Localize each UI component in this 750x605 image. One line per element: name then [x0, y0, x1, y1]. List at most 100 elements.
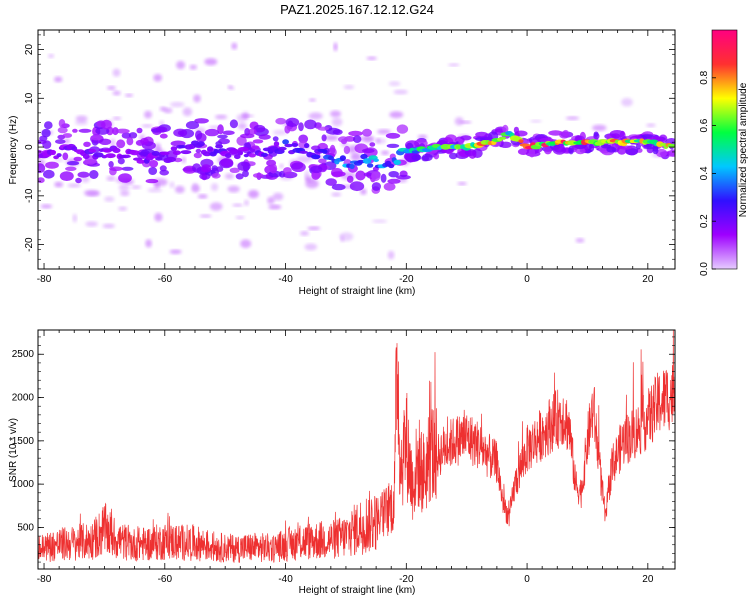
- spectrogram-ridge-point: [56, 153, 62, 158]
- spectrogram-ridge-point: [278, 146, 287, 151]
- spectrogram-ridge-point: [518, 139, 524, 144]
- spectrogram-cloud-blob: [77, 171, 90, 178]
- spectrogram-noise-blob: [182, 107, 193, 117]
- spectrogram-cloud-blob: [204, 128, 220, 137]
- spectrogram-noise-blob: [124, 93, 134, 97]
- colorbar: 0.0 0.2 0.4 0.6 0.8 Normalized spectral ampl…: [699, 29, 749, 276]
- spectrogram-cloud-blob: [310, 165, 323, 174]
- spectrogram-cloud-blob: [194, 118, 209, 124]
- spectrogram-ridge-point: [129, 150, 140, 156]
- colorbar-tick-label: 0.0: [699, 262, 710, 276]
- spectrogram-noise-blob: [85, 221, 98, 227]
- spectrogram-ridge-point: [234, 154, 241, 160]
- spectrogram-noise-blob: [153, 74, 163, 82]
- spectrogram-noise-blob: [181, 156, 186, 164]
- spectrogram-ridge-point: [120, 154, 131, 159]
- x-tick-label: -40: [278, 274, 293, 285]
- x-tick-label: -60: [158, 274, 173, 285]
- spectrogram-cloud-blob: [528, 148, 536, 158]
- x-tick-label: 20: [642, 574, 654, 585]
- spectrogram-cloud-blob: [192, 163, 202, 173]
- spectrogram-ridge-point: [339, 155, 346, 162]
- spectrogram-noise-blob: [366, 56, 377, 61]
- spectrogram-cloud-blob: [83, 141, 91, 147]
- spectrogram-cloud-blob: [643, 143, 657, 150]
- spectrogram-noise-blob: [377, 129, 391, 135]
- spectrogram-cloud-blob: [118, 173, 132, 183]
- spectrogram-ticks: -80 -60 -40 -20 0 20 -20 -10 0 10 20: [24, 30, 675, 285]
- spectrogram-cloud-blob: [44, 121, 53, 130]
- spectrogram-noise-blob: [141, 124, 153, 128]
- spectrogram-noise-blob: [48, 54, 55, 58]
- spectrogram-noise-blob: [565, 116, 580, 121]
- spectrogram-cloud-blob: [272, 136, 279, 142]
- spectrogram-ridge-point: [112, 147, 121, 153]
- spectrogram-cloud-blob: [318, 158, 327, 164]
- spectrogram-cloud-blob: [115, 128, 130, 134]
- x-tick-label: -60: [158, 574, 173, 585]
- spectrogram-cloud-blob: [229, 119, 238, 129]
- spectrogram-noise-blob: [575, 238, 585, 243]
- spectrogram-cloud-blob: [321, 134, 327, 142]
- colorbar-tick-label: 0.2: [699, 214, 710, 228]
- spectrogram-cloud-blob: [43, 169, 55, 179]
- spectrogram-cloud-blob: [388, 171, 400, 178]
- spectrogram-ridge-point: [207, 146, 214, 152]
- y-tick-label: 1500: [12, 436, 35, 447]
- spectrogram-cloud-blob: [460, 135, 472, 141]
- spectrogram-ridge-point: [213, 148, 219, 154]
- spectrogram-ridge-point: [322, 149, 328, 154]
- spectrogram-ridge-point: [102, 148, 112, 153]
- spectrogram-ridge-point: [273, 141, 280, 147]
- x-tick-label: 0: [524, 574, 530, 585]
- spectrogram-cloud-blob: [229, 167, 240, 173]
- spectrogram-cloud-blob: [386, 143, 400, 148]
- spectrogram-ridge-point: [360, 153, 368, 160]
- spectrogram-ridge-point: [88, 148, 97, 153]
- spectrogram-ridge-point: [98, 148, 105, 152]
- spectrogram-cloud-blob: [656, 148, 668, 158]
- spectrogram-noise-blob: [118, 183, 130, 192]
- spectrogram-ylabel: Frequency (Hz): [8, 116, 19, 185]
- spectrogram-noise-blob: [268, 204, 282, 210]
- spectrogram-cloud-blob: [62, 133, 73, 138]
- spectrogram-noise-blob: [240, 239, 252, 249]
- x-tick-label: -80: [37, 574, 52, 585]
- spectrogram-noise-blob: [305, 179, 319, 189]
- spectrogram-cloud-blob: [325, 178, 337, 186]
- spectrogram-cloud-blob: [90, 134, 103, 141]
- spectrogram-cloud-blob: [62, 152, 69, 161]
- spectrogram-noise-blob: [112, 68, 121, 77]
- spectrogram-cloud-blob: [121, 132, 131, 139]
- spectrogram-cloud-blob: [140, 137, 149, 145]
- snr-line-group: [38, 330, 675, 563]
- spectrogram-cloud-blob: [145, 178, 159, 184]
- colorbar-label: Normalized spectral amplitude: [738, 82, 749, 217]
- spectrogram-noise-blob: [163, 107, 173, 114]
- spectrogram-cloud-blob: [73, 156, 83, 162]
- spectrogram-xlabel: Height of straight line (km): [299, 286, 416, 297]
- spectrogram-cloud-blob: [331, 183, 346, 191]
- spectrogram-noise-blob: [339, 232, 354, 242]
- spectrogram-cloud-blob: [65, 166, 77, 171]
- spectrogram-cloud-blob: [220, 157, 234, 168]
- spectrogram-cloud-blob: [55, 139, 66, 145]
- spectrogram-cloud-blob: [235, 173, 244, 180]
- spectrogram-noise-blob: [457, 182, 467, 186]
- spectrogram-cloud-blob: [362, 148, 375, 154]
- spectrogram-cloud-blob: [117, 157, 125, 165]
- y-tick-label: 0: [24, 144, 35, 150]
- snr-ylabel: SNR (10 * v/v): [8, 418, 19, 482]
- spectrogram-cloud-blob: [75, 177, 82, 184]
- spectrogram-ridge-point: [388, 163, 395, 169]
- spectrogram-noise-blob: [244, 199, 249, 206]
- colorbar-ticks: 0.0 0.2 0.4 0.6 0.8: [699, 70, 716, 276]
- spectrogram-ridge-point: [160, 151, 170, 156]
- spectrogram-noise-blob: [393, 89, 408, 95]
- spectrogram-cloud-blob: [136, 127, 143, 134]
- spectrogram-cloud-blob: [593, 131, 599, 137]
- spectrogram-noise-blob: [242, 113, 249, 120]
- spectrogram-cloud-blob: [387, 178, 401, 184]
- spectrogram-cloud-blob: [38, 139, 47, 145]
